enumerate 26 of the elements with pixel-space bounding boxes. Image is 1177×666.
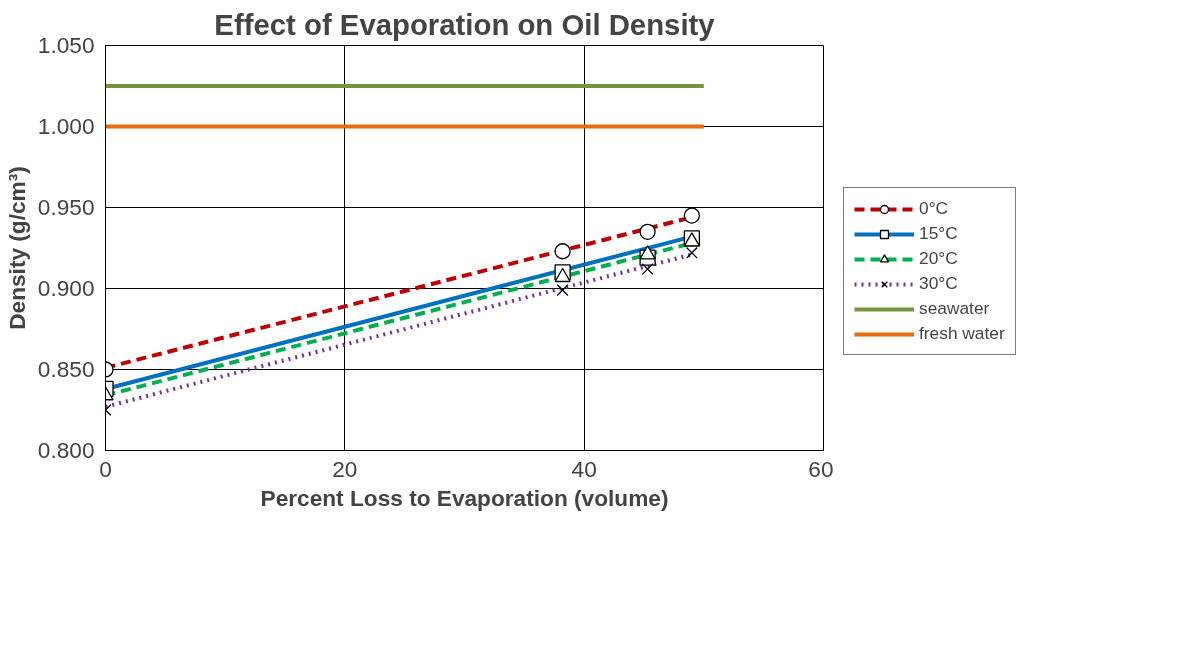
x-tick-label: 60 <box>808 455 834 482</box>
legend-label: 20°C <box>919 248 958 269</box>
y-tick-label: 0.900 <box>37 275 95 301</box>
point <box>683 207 701 224</box>
legend-label: 0°C <box>919 198 949 219</box>
x-tick-label: 40 <box>571 455 597 482</box>
legend-label: 15°C <box>919 223 958 244</box>
legend-label: 30°C <box>919 273 958 294</box>
point <box>554 243 571 260</box>
x-tick-label: 20 <box>332 455 358 482</box>
point <box>641 263 654 276</box>
x-tick-label: 0 <box>99 455 112 482</box>
point <box>639 245 656 260</box>
x-axis-title: Percent Loss to Evaporation (volume) <box>260 484 669 511</box>
point <box>556 284 569 297</box>
y-tick-label: 1.000 <box>37 113 95 139</box>
y-tick-label: 1.050 <box>37 32 95 58</box>
point <box>685 246 698 259</box>
y-axis-title: Density (g/cm³) <box>3 166 30 330</box>
point <box>639 223 656 240</box>
y-tick-label: 0.850 <box>37 356 95 382</box>
chart-title: Effect of Evaporation on Oil Density <box>214 7 716 41</box>
y-tick-label: 0.800 <box>37 437 95 463</box>
legend-label: fresh water <box>919 323 1005 344</box>
y-tick-label: 0.950 <box>37 194 95 220</box>
legend-label: seawater <box>919 298 990 319</box>
